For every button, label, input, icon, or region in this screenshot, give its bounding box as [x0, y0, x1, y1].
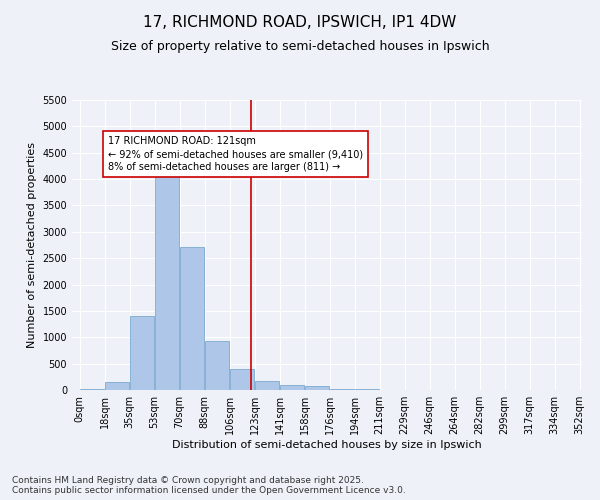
- Bar: [305, 386, 329, 390]
- Bar: [254, 381, 279, 390]
- Bar: [130, 316, 154, 390]
- X-axis label: Distribution of semi-detached houses by size in Ipswich: Distribution of semi-detached houses by …: [172, 440, 482, 450]
- Text: 17 RICHMOND ROAD: 121sqm
← 92% of semi-detached houses are smaller (9,410)
8% of: 17 RICHMOND ROAD: 121sqm ← 92% of semi-d…: [108, 136, 363, 172]
- Y-axis label: Number of semi-detached properties: Number of semi-detached properties: [27, 142, 37, 348]
- Bar: [179, 246, 204, 390]
- Text: 17, RICHMOND ROAD, IPSWICH, IP1 4DW: 17, RICHMOND ROAD, IPSWICH, IP1 4DW: [143, 15, 457, 30]
- Bar: [79, 389, 104, 390]
- Bar: [205, 342, 229, 390]
- Bar: [155, 160, 179, 390]
- Text: Size of property relative to semi-detached houses in Ipswich: Size of property relative to semi-detach…: [110, 40, 490, 53]
- Bar: [230, 369, 254, 390]
- Text: Contains HM Land Registry data © Crown copyright and database right 2025.
Contai: Contains HM Land Registry data © Crown c…: [12, 476, 406, 495]
- Bar: [329, 389, 354, 390]
- Bar: [280, 384, 304, 390]
- Bar: [104, 382, 129, 390]
